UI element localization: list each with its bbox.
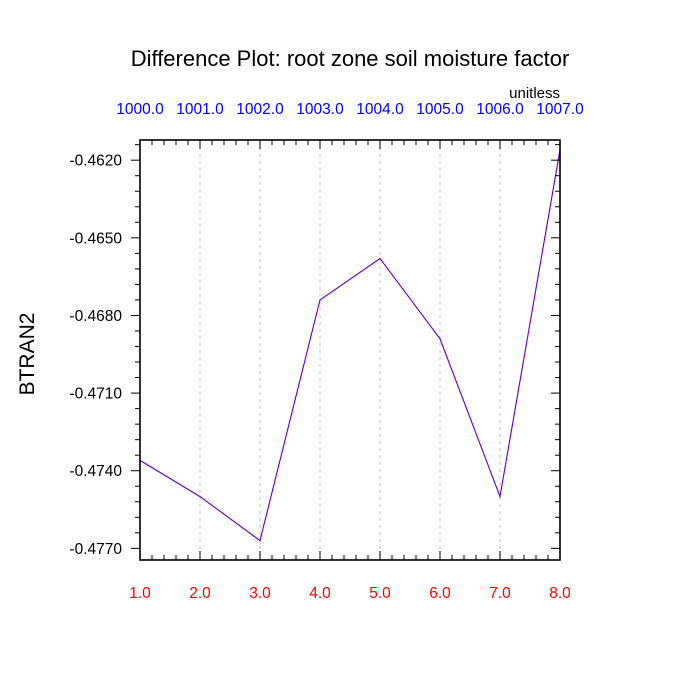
series-line-dash — [139, 149, 561, 542]
plot-frame — [139, 139, 561, 561]
x-tick-label-top: 1006.0 — [476, 101, 524, 118]
x-tick-label-bottom: 1.0 — [129, 585, 151, 602]
y-tick-label: -0.4710 — [69, 386, 122, 403]
x-tick-label-bottom: 8.0 — [549, 585, 571, 602]
x-tick-label-bottom: 4.0 — [309, 585, 331, 602]
series-layer — [139, 149, 561, 542]
y-tick-label: -0.4740 — [69, 463, 122, 480]
grid-lines — [199, 140, 501, 560]
data-point — [319, 299, 321, 301]
y-axis-label: BTRAN2 — [16, 313, 39, 396]
data-point — [499, 495, 501, 498]
y-tick-label: -0.4620 — [69, 153, 122, 170]
x-tick-label-top: 1000.0 — [116, 101, 164, 118]
x-tick-label-top: 1002.0 — [236, 101, 284, 118]
x-tick-label-bottom: 3.0 — [249, 585, 271, 602]
y-tick-label: -0.4770 — [69, 541, 122, 558]
x-tick-label-bottom: 2.0 — [189, 585, 211, 602]
x-tick-label-bottom: 7.0 — [489, 585, 511, 602]
x-tick-label-top: 1005.0 — [416, 101, 464, 118]
data-point — [379, 257, 381, 260]
data-point — [199, 495, 201, 498]
y-tick-label: -0.4680 — [69, 308, 122, 325]
x-tick-label-top: 1007.0 — [536, 101, 584, 118]
x-tick-label-top: 1001.0 — [176, 101, 224, 118]
data-point — [259, 539, 261, 542]
tick-labels: -0.4620 -0.4650 -0.4680 -0.4710 -0.4740 -0.47… — [69, 101, 584, 602]
x-tick-label-bottom: 6.0 — [429, 585, 451, 602]
chart-title: Difference Plot: root zone soil moisture… — [131, 46, 570, 71]
units-label: unitless — [509, 85, 560, 102]
series-line — [139, 149, 561, 542]
x-tick-label-top: 1004.0 — [356, 101, 404, 118]
data-point — [439, 338, 441, 340]
x-tick-label-bottom: 5.0 — [369, 585, 391, 602]
x-tick-label-top: 1003.0 — [296, 101, 344, 118]
axes — [131, 139, 561, 561]
y-tick-label: -0.4650 — [69, 230, 122, 247]
